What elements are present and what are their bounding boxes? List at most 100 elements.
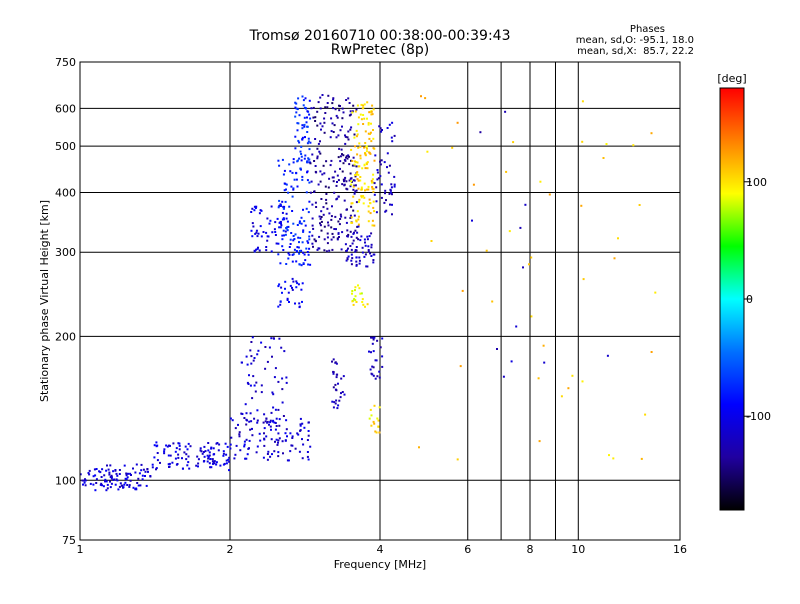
echo-point bbox=[370, 122, 372, 125]
echo-point bbox=[215, 442, 218, 445]
echo-point bbox=[174, 450, 177, 453]
echo-point bbox=[373, 193, 376, 196]
echo-point bbox=[374, 359, 377, 362]
echo-point bbox=[353, 298, 356, 301]
echo-point bbox=[378, 125, 381, 128]
echo-point bbox=[296, 129, 299, 132]
echo-point bbox=[300, 168, 302, 171]
colorbar-tick-label: 100 bbox=[746, 176, 767, 189]
echo-point bbox=[349, 217, 352, 219]
echo-point bbox=[289, 243, 292, 245]
echo-point bbox=[301, 136, 304, 139]
echo-point bbox=[259, 225, 262, 228]
echo-point bbox=[89, 482, 92, 485]
echo-point bbox=[393, 183, 396, 186]
echo-point bbox=[256, 421, 259, 424]
echo-point bbox=[325, 193, 328, 195]
echo-point bbox=[316, 110, 319, 113]
echo-point bbox=[349, 230, 352, 233]
echo-point bbox=[308, 238, 311, 241]
echo-point bbox=[321, 94, 324, 96]
echo-point bbox=[336, 116, 339, 119]
echo-point bbox=[253, 249, 256, 252]
echo-point bbox=[183, 451, 186, 454]
echo-point bbox=[300, 249, 303, 252]
echo-point bbox=[146, 468, 149, 470]
echo-point bbox=[354, 110, 357, 113]
echo-point bbox=[331, 102, 334, 105]
echo-point bbox=[352, 185, 355, 188]
echo-point bbox=[305, 207, 308, 210]
echo-point bbox=[364, 189, 366, 192]
echo-point bbox=[139, 484, 142, 487]
echo-point bbox=[353, 184, 356, 187]
echo-point bbox=[327, 94, 330, 97]
echo-point bbox=[319, 170, 322, 173]
echo-point bbox=[291, 444, 294, 447]
echo-point bbox=[295, 250, 298, 253]
echo-point bbox=[256, 445, 259, 448]
echo-point bbox=[424, 97, 427, 100]
chart-subtitle: RwPretec (8p) bbox=[331, 42, 429, 58]
echo-point bbox=[277, 305, 280, 308]
echo-point bbox=[255, 229, 258, 232]
echo-point bbox=[356, 231, 359, 234]
echo-point bbox=[106, 487, 109, 490]
echo-point bbox=[373, 336, 376, 339]
echo-point bbox=[151, 466, 154, 469]
echo-point bbox=[370, 113, 373, 116]
echo-point bbox=[381, 129, 383, 131]
echo-point bbox=[274, 422, 277, 424]
echo-point bbox=[283, 350, 286, 353]
echo-point bbox=[233, 457, 236, 460]
echo-point bbox=[248, 374, 250, 377]
echo-point bbox=[175, 463, 178, 466]
y-tick-label: 400 bbox=[55, 186, 76, 199]
echo-point bbox=[346, 157, 349, 160]
echo-point bbox=[212, 447, 215, 450]
echo-point bbox=[335, 184, 338, 187]
echo-point bbox=[296, 282, 299, 285]
echo-point bbox=[337, 156, 340, 159]
echo-point bbox=[288, 246, 291, 248]
echo-point bbox=[297, 122, 300, 125]
echo-point bbox=[235, 444, 238, 447]
echo-point bbox=[335, 399, 338, 402]
echo-point bbox=[284, 432, 287, 435]
echo-point bbox=[288, 205, 291, 208]
echo-point bbox=[372, 200, 375, 203]
echo-point bbox=[135, 488, 138, 491]
echo-point bbox=[305, 191, 308, 194]
echo-point bbox=[286, 297, 289, 300]
echo-point bbox=[379, 346, 382, 349]
echo-point bbox=[203, 455, 206, 458]
echo-point bbox=[278, 204, 281, 207]
echo-point bbox=[125, 478, 128, 481]
echo-point bbox=[303, 220, 306, 223]
echo-point bbox=[258, 249, 261, 252]
echo-point bbox=[211, 458, 214, 461]
echo-point bbox=[287, 257, 290, 260]
echo-point bbox=[344, 216, 347, 219]
echo-point bbox=[282, 229, 285, 232]
echo-point bbox=[202, 460, 205, 463]
echo-point bbox=[306, 455, 309, 458]
echo-point bbox=[300, 145, 303, 148]
echo-point bbox=[356, 161, 359, 164]
echo-point bbox=[354, 299, 357, 302]
echo-point bbox=[297, 139, 300, 142]
echo-point bbox=[279, 262, 282, 265]
echo-point bbox=[519, 226, 522, 229]
echo-point bbox=[110, 482, 113, 485]
echo-point bbox=[363, 117, 366, 120]
echo-point bbox=[350, 205, 353, 208]
echo-point bbox=[238, 435, 241, 438]
echo-point bbox=[347, 138, 350, 141]
echo-point bbox=[524, 203, 527, 206]
echo-point bbox=[304, 259, 307, 262]
echo-point bbox=[306, 170, 309, 173]
echo-point bbox=[372, 129, 374, 131]
echo-point bbox=[383, 201, 386, 204]
echo-point bbox=[266, 239, 269, 242]
echo-point bbox=[347, 154, 350, 157]
